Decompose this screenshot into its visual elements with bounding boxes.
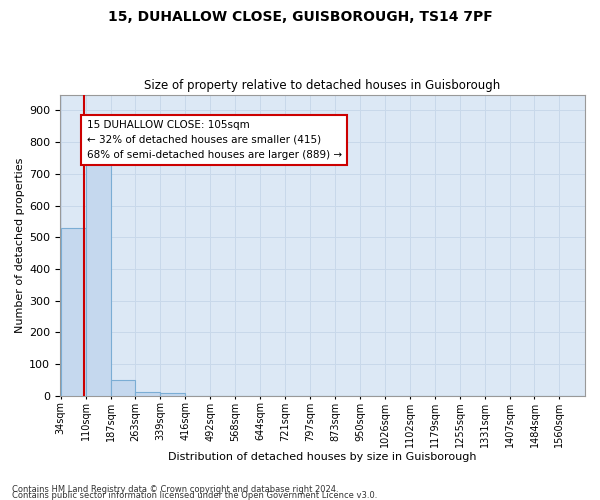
Text: Contains HM Land Registry data © Crown copyright and database right 2024.: Contains HM Land Registry data © Crown c… <box>12 484 338 494</box>
Bar <box>61 228 86 396</box>
Text: 15, DUHALLOW CLOSE, GUISBOROUGH, TS14 7PF: 15, DUHALLOW CLOSE, GUISBOROUGH, TS14 7P… <box>107 10 493 24</box>
Bar <box>110 380 136 396</box>
Bar <box>136 392 160 396</box>
X-axis label: Distribution of detached houses by size in Guisborough: Distribution of detached houses by size … <box>168 452 477 462</box>
Bar <box>86 164 110 396</box>
Y-axis label: Number of detached properties: Number of detached properties <box>15 158 25 333</box>
Title: Size of property relative to detached houses in Guisborough: Size of property relative to detached ho… <box>145 79 500 92</box>
Text: 15 DUHALLOW CLOSE: 105sqm
← 32% of detached houses are smaller (415)
68% of semi: 15 DUHALLOW CLOSE: 105sqm ← 32% of detac… <box>86 120 342 160</box>
Bar <box>160 392 185 396</box>
Text: Contains public sector information licensed under the Open Government Licence v3: Contains public sector information licen… <box>12 490 377 500</box>
